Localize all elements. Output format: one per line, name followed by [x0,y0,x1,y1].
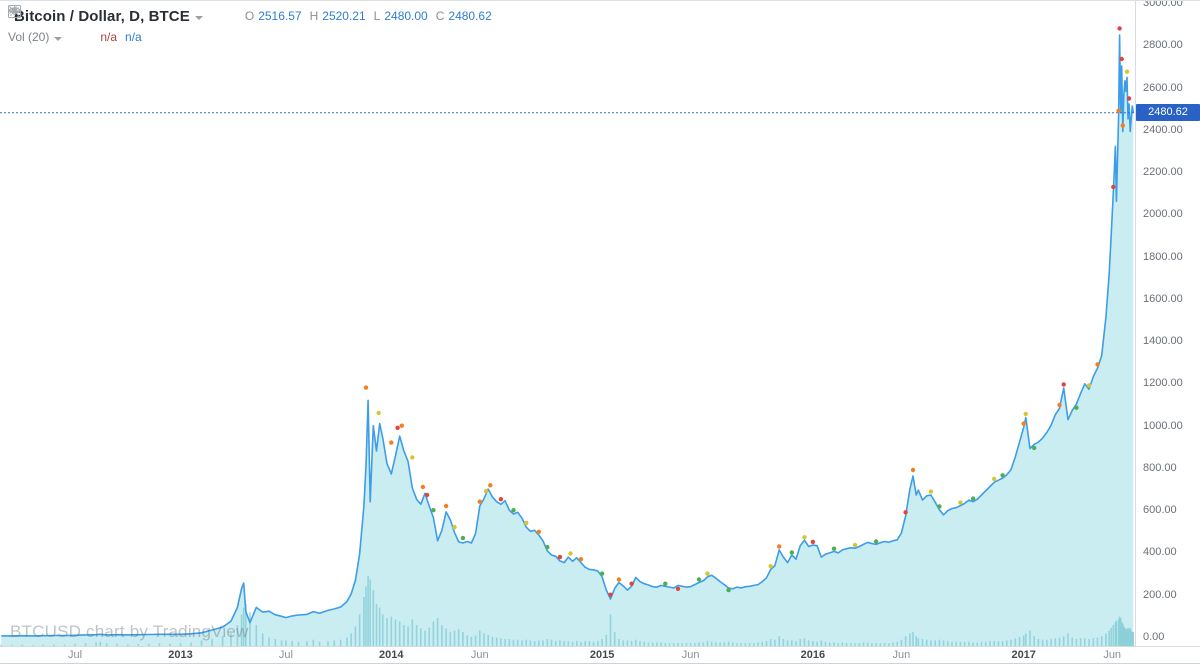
price-axis[interactable]: 2480.62 0.00 200.00 400.00 600.00 800.00 1000… [1136,1,1200,646]
ohlc-close-label: C [435,9,445,23]
price-tick-label: 1800.00 [1143,250,1183,263]
time-tick-label: 2017 [1011,649,1036,661]
price-tick-label: 1000.00 [1143,419,1183,432]
ohlc-low-label: L [373,9,381,23]
price-tick-label: 800.00 [1143,461,1177,474]
legend: Bitcoin / Dollar, D, BTCE O 2516.57 H 25… [8,5,492,46]
time-tick-label: Jul [67,649,83,661]
ohlc-high-value: 2520.21 [322,9,366,23]
time-axis[interactable]: Jul 2013 Jul 2014 Jun 2015 Jun 2016 Jun 2017 Jun [0,647,1135,663]
price-tick-label: 0.00 [1143,631,1165,643]
time-tick-label: Jun [1103,649,1122,661]
indicator-dropdown-caret[interactable] [54,36,63,41]
tradingview-watermark: BTCUSD chart by TradingView [10,622,249,641]
time-tick-label: Jun [470,649,489,661]
price-tick-label: 200.00 [1143,588,1177,601]
price-chart-svg [0,26,1135,646]
last-price-badge: 2480.62 [1136,104,1200,122]
time-tick-label: 2014 [379,649,404,661]
volume-indicator-label[interactable]: Vol (20) [8,30,50,44]
price-tick-label: 2800.00 [1143,39,1183,52]
time-tick-label: Jun [681,649,700,661]
event-markers [363,26,1132,597]
price-axis-separator [1135,1,1136,646]
ohlc-low-value: 2480.00 [384,9,428,23]
ohlc-high-label: H [309,9,319,23]
volume-bars [0,576,1135,646]
price-tick-label: 2000.00 [1143,208,1183,221]
axis-corner [1136,647,1200,663]
time-tick-label: Jun [892,649,911,661]
price-tick-label: 2600.00 [1143,81,1183,94]
price-tick-label: 400.00 [1143,546,1177,559]
symbol-title[interactable]: Bitcoin / Dollar, D, BTCE [14,7,190,25]
price-tick-label: 3000.00 [1143,0,1183,9]
price-tick-label: 2200.00 [1143,166,1183,179]
ohlc-open-label: O [244,9,255,23]
time-tick-label: 2015 [589,649,615,661]
last-price-value: 2480.62 [1148,106,1188,119]
chart-pane[interactable]: Bitcoin / Dollar, D, BTCE O 2516.57 H 25… [0,1,1135,646]
time-tick-label: 2013 [168,649,193,661]
price-tick-label: 1200.00 [1143,377,1183,390]
price-tick-label: 600.00 [1143,504,1177,517]
time-tick-label: Jul [278,649,293,661]
indicator-value-1: n/a [100,30,118,44]
area-fill [1,35,1134,646]
time-axis-separator [0,646,1200,647]
symbol-dropdown-caret[interactable] [194,15,203,20]
ohlc-open-value: 2516.57 [258,9,302,23]
ohlc-values: O 2516.57 H 2520.21 L 2480.00 C 2480.62 [235,9,492,23]
indicator-value-2: n/a [125,30,142,44]
price-tick-label: 1400.00 [1143,335,1183,348]
price-tick-label: 1600.00 [1143,292,1183,305]
ohlc-close-value: 2480.62 [448,9,492,23]
price-line [1,34,1135,637]
price-tick-label: 2400.00 [1143,123,1183,136]
time-tick-label: 2016 [800,649,826,661]
